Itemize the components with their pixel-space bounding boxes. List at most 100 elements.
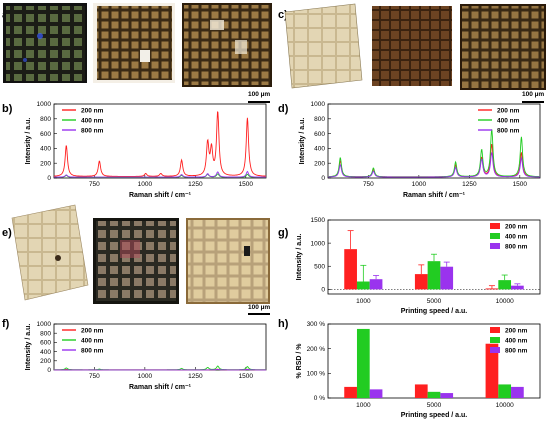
panel-label-g: g) (278, 227, 289, 239)
legend-label-d-2: 800 nm (497, 127, 520, 134)
xtick-label-h-0: 1000 (356, 402, 371, 409)
legend-label-b-1: 400 nm (81, 117, 104, 124)
legend-label-g-2: 800 nm (505, 243, 528, 250)
legend-label-f-2: 800 nm (81, 347, 104, 354)
legend-label-d-1: 400 nm (497, 117, 520, 124)
legend-label-f-1: 400 nm (81, 337, 104, 344)
bar-h-0-0 (344, 386, 357, 398)
ytick-label-g-2: 1000 (311, 240, 326, 247)
chart-h: 0 % 100 % 200 % 300 % 1000 5000 10000 Printing … (296, 321, 541, 419)
bar-h-1-2 (498, 384, 512, 398)
micrograph-e-1 (11, 204, 89, 301)
ytick-label-b-2: 400 (40, 146, 51, 153)
xtick-label-f-1: 750 (89, 373, 100, 380)
bar-h-2-1 (440, 393, 454, 398)
legend-swatch-h-0 (490, 327, 500, 333)
bar-h-1-0 (356, 328, 370, 398)
legend-label-d-0: 200 nm (497, 107, 520, 114)
xaxis-title-h: Printing speed / a.u. (401, 412, 468, 419)
ytick-label-g-0: 0 (321, 287, 325, 294)
xtick-label-d-1: 750 (363, 181, 374, 188)
ytick-label-d-5: 1000 (311, 101, 326, 108)
xaxis-title-b: Raman shift / cm⁻¹ (129, 192, 192, 199)
panel-label-b: b) (2, 103, 13, 115)
legend-swatch-h-1 (490, 337, 500, 343)
xtick-label-g-0: 1000 (356, 298, 371, 305)
micrograph-c-2 (372, 6, 452, 86)
bar-h-0-2 (485, 343, 499, 398)
micrograph-c-3 (460, 4, 546, 90)
micrograph-a-2 (93, 3, 175, 83)
plot-frame-g (327, 219, 541, 295)
series-line-f-2 (54, 368, 266, 371)
series-line-f-1 (54, 365, 266, 371)
chart-d: 0 200 400 600 800 1000 750 1000 1250 1500 Raman sh… (299, 101, 541, 199)
scale-bar-a-label: 100 µm (248, 91, 270, 98)
micrograph-a-1 (3, 3, 87, 83)
xtick-label-b-2: 1000 (138, 181, 153, 188)
ytick-label-d-3: 600 (314, 131, 325, 138)
ytick-label-f-0: 0 (47, 367, 51, 374)
ytick-label-d-1: 200 (314, 160, 325, 167)
xtick-label-h-2: 10000 (496, 402, 514, 409)
xtick-label-b-4: 1500 (239, 181, 254, 188)
plot-frame-d (327, 103, 541, 179)
ytick-label-g-3: 1500 (311, 217, 326, 224)
legend-label-f-0: 200 nm (81, 327, 104, 334)
micrograph-c-1 (284, 3, 363, 89)
series-line-d-0 (327, 144, 540, 178)
series-line-d-1 (328, 129, 540, 178)
xtick-label-d-2: 1000 (412, 181, 427, 188)
ytick-label-f-5: 1000 (37, 321, 52, 328)
ytick-label-b-0: 0 (47, 175, 51, 182)
yaxis-title-h: % RSD / % (296, 343, 303, 379)
legend-label-b-0: 200 nm (81, 107, 104, 114)
legend-swatch-g-0 (490, 223, 500, 229)
ytick-label-f-2: 400 (40, 349, 51, 356)
ytick-label-h-2: 200 % (307, 346, 326, 353)
ytick-label-d-4: 800 (314, 116, 325, 123)
xtick-label-d-4: 1500 (513, 181, 528, 188)
ytick-label-b-5: 1000 (37, 101, 52, 108)
xaxis-title-d: Raman shift / cm⁻¹ (403, 192, 466, 199)
legend-label-g-0: 200 nm (505, 223, 528, 230)
legend-label-h-1: 400 nm (505, 337, 528, 344)
bar-h-2-0 (369, 389, 383, 398)
xtick-label-f-4: 1500 (239, 373, 254, 380)
xtick-label-d-3: 1250 (462, 181, 477, 188)
bar-h-0-1 (414, 384, 428, 398)
panel-label-e: e) (2, 227, 12, 239)
ytick-label-b-1: 200 (40, 160, 51, 167)
bar-g-0-2 (485, 288, 499, 290)
chart-b: 0 200 400 600 800 1000 750 1000 1250 1500 Raman sh… (25, 101, 267, 199)
bar-h-2-2 (511, 386, 524, 398)
ytick-label-d-0: 0 (321, 175, 325, 182)
xtick-label-f-2: 1000 (138, 373, 153, 380)
xtick-label-h-1: 5000 (427, 402, 442, 409)
ytick-label-d-2: 400 (314, 146, 325, 153)
xaxis-title-f: Raman shift / cm⁻¹ (129, 384, 192, 391)
xaxis-title-g: Printing speed / a.u. (401, 308, 468, 315)
micrograph-e-3 (186, 218, 270, 304)
scale-bar-c-label: 100 µm (522, 91, 544, 98)
micrograph-a-3 (182, 3, 272, 87)
bar-g-2-0 (369, 279, 383, 290)
scale-bar-e: 100 µm (248, 304, 270, 315)
xtick-label-g-1: 5000 (427, 298, 442, 305)
scale-bar-a: 100 µm (248, 91, 270, 103)
plot-frame-b (53, 103, 267, 179)
yaxis-title-d: Intensity / a.u. (299, 118, 306, 165)
ytick-label-b-3: 600 (40, 131, 51, 138)
bar-g-1-0 (356, 281, 370, 290)
bar-g-1-2 (498, 280, 512, 290)
panel-label-d: d) (278, 103, 289, 115)
panel-label-c: c) (278, 9, 288, 21)
panel-label-h: h) (278, 318, 289, 330)
series-line-b-0 (54, 111, 266, 177)
series-line-d-2 (328, 152, 540, 178)
xtick-label-b-3: 1250 (188, 181, 203, 188)
chart-g: 0 500 1000 1500 1000 5000 10000 Printing speed … (296, 217, 541, 315)
ytick-label-f-3: 600 (40, 340, 51, 347)
ytick-label-g-1: 500 (314, 263, 325, 270)
